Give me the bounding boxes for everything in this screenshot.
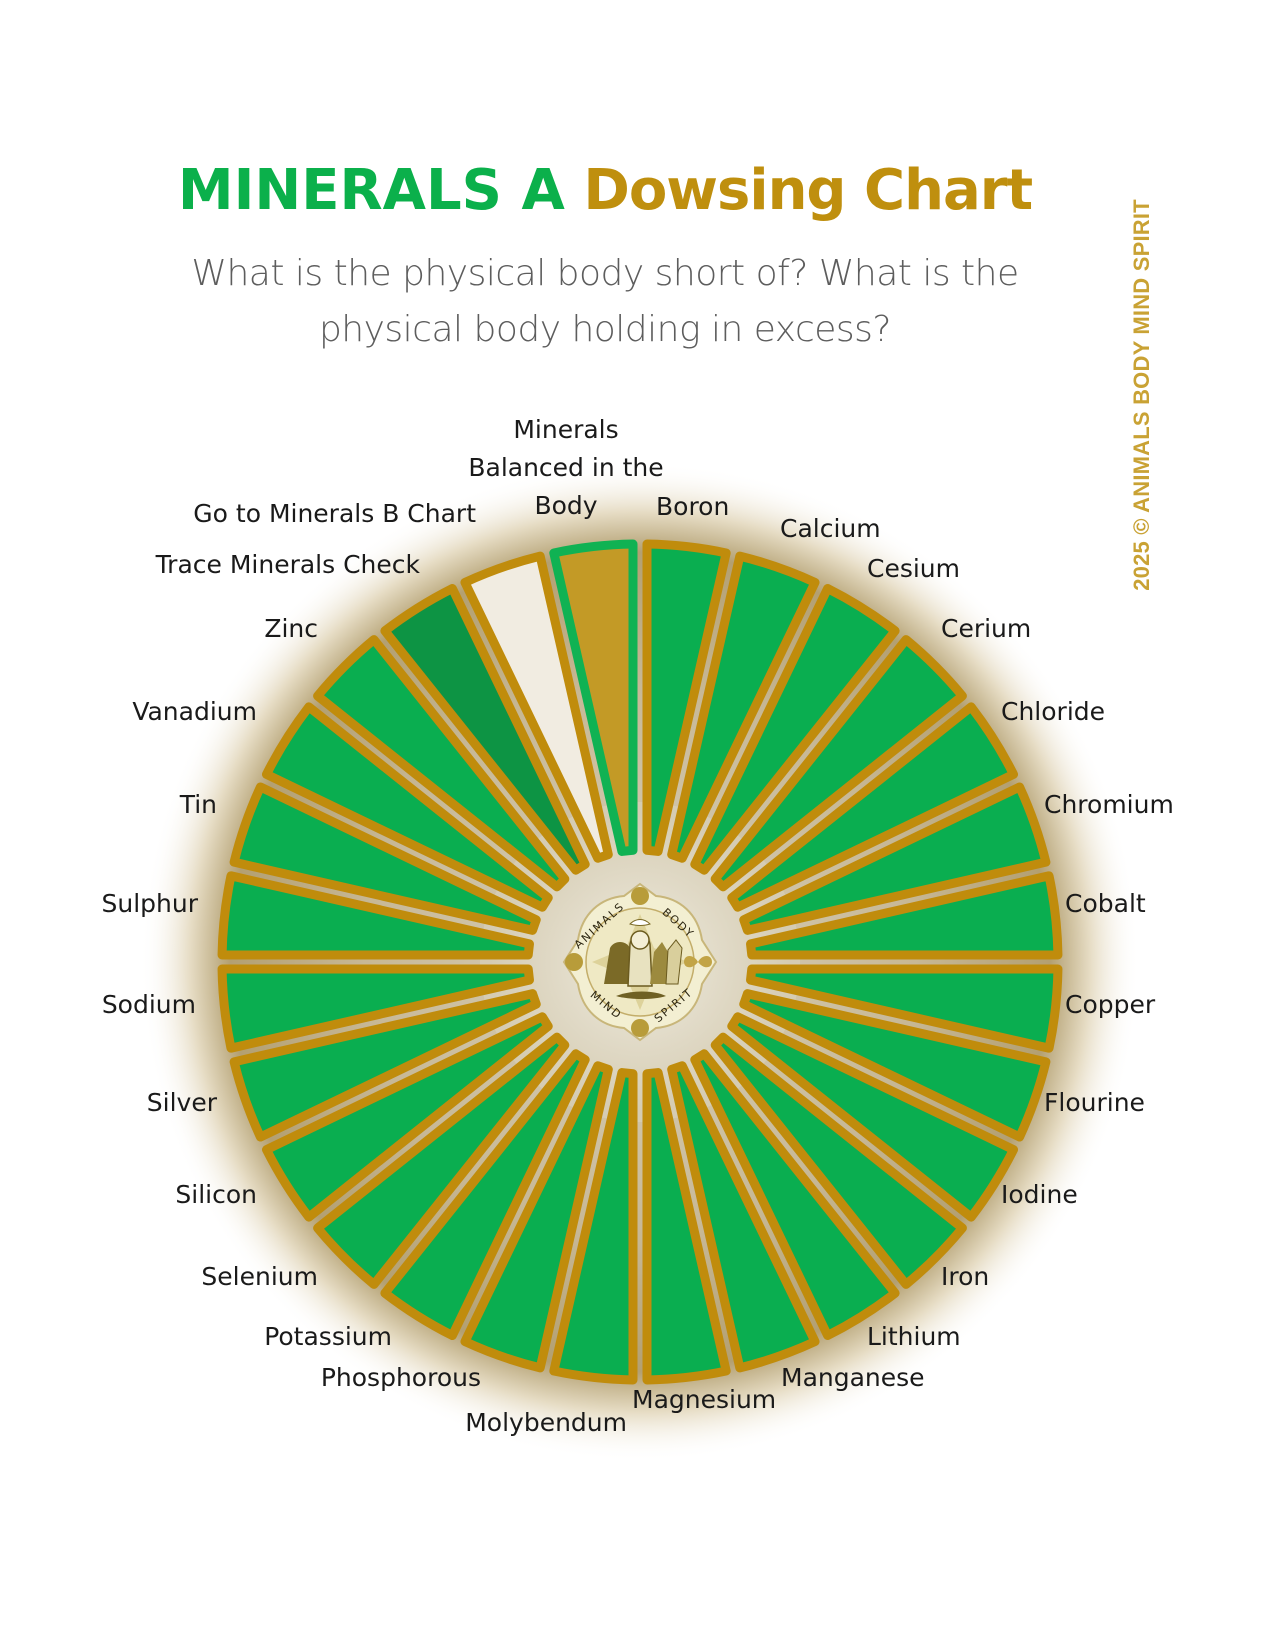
label-flourine: Flourine [1044,1088,1145,1117]
label-iron: Iron [941,1262,989,1291]
label-cesium: Cesium [867,554,960,583]
segment-molybendum [549,1068,638,1385]
segment-sulphur [217,871,534,960]
segment-iron [710,1032,967,1289]
label-vanadium: Vanadium [132,697,257,726]
subtitle-line-1: What is the physical body short of? What… [191,253,1019,294]
segment-boron [642,539,731,856]
label-calcium: Calcium [780,514,881,543]
label-silicon: Silicon [175,1180,257,1209]
segment-cobalt [746,871,1063,960]
label-magnesium: Magnesium [632,1385,776,1414]
label-phosphorous: Phosphorous [321,1363,481,1392]
animals-illustration-icon [604,919,683,999]
labels-group: Boron Calcium Cesium Cerium Chloride Chromium… [102,415,1174,1437]
label-copper: Copper [1065,990,1156,1019]
label-iodine: Iodine [1001,1180,1078,1209]
segment-go-to-minerals-b-chart [460,551,613,863]
segment-tin [229,782,541,935]
segment-cesium [690,583,900,875]
segment-vanadium [261,702,553,912]
segment-copper [746,964,1063,1053]
segment-potassium [380,1049,590,1341]
label-lithium: Lithium [867,1322,961,1351]
segment-flourine [739,989,1051,1142]
label-minerals-balanced-in-the-body: Minerals Balanced in the Body [468,415,663,520]
label-silver: Silver [147,1088,218,1117]
subtitle-line-2: physical body holding in excess? [318,309,892,350]
segment-magnesium [642,1068,731,1385]
segment-phosphorous [460,1061,613,1373]
label-chromium: Chromium [1044,790,1174,819]
segment-iodine [727,1012,1019,1222]
label-manganese: Manganese [781,1363,925,1392]
scales-icon [565,953,583,971]
heart-icon [684,956,712,968]
apple-icon [631,1019,649,1037]
sun-icon [631,887,649,905]
label-cobalt: Cobalt [1065,889,1146,918]
segment-cerium [710,635,967,892]
title-minerals-a: MINERALS A [177,158,565,223]
chart-subtitle: What is the physical body short of? What… [0,246,1210,358]
segment-zinc [313,635,570,892]
label-cerium: Cerium [941,614,1031,643]
label-potassium: Potassium [264,1322,392,1351]
segment-chromium [739,782,1051,935]
segment-calcium [667,551,820,863]
segment-silicon [261,1012,553,1222]
segments-group [217,539,1063,1385]
segment-silver [229,989,541,1142]
label-sulphur: Sulphur [102,889,199,918]
segment-sodium [217,964,534,1053]
label-tin: Tin [179,790,217,819]
label-selenium: Selenium [201,1262,318,1291]
segment-minerals-balanced-in-the-body [549,539,638,856]
segment-trace-minerals-check [380,583,590,875]
label-chloride: Chloride [1001,697,1105,726]
segment-chloride [727,702,1019,912]
segment-lithium [690,1049,900,1341]
label-go-to-minerals-b-chart: Go to Minerals B Chart [193,499,476,528]
chart-title: MINERALS A Dowsing Chart [0,158,1210,223]
label-trace-minerals-check: Trace Minerals Check [155,550,421,579]
title-dowsing-chart: Dowsing Chart [583,158,1033,223]
label-boron: Boron [656,492,729,521]
segment-manganese [667,1061,820,1373]
label-sodium: Sodium [102,990,196,1019]
segment-selenium [313,1032,570,1289]
label-zinc: Zinc [264,614,318,643]
label-molybendum: Molybendum [465,1408,627,1437]
